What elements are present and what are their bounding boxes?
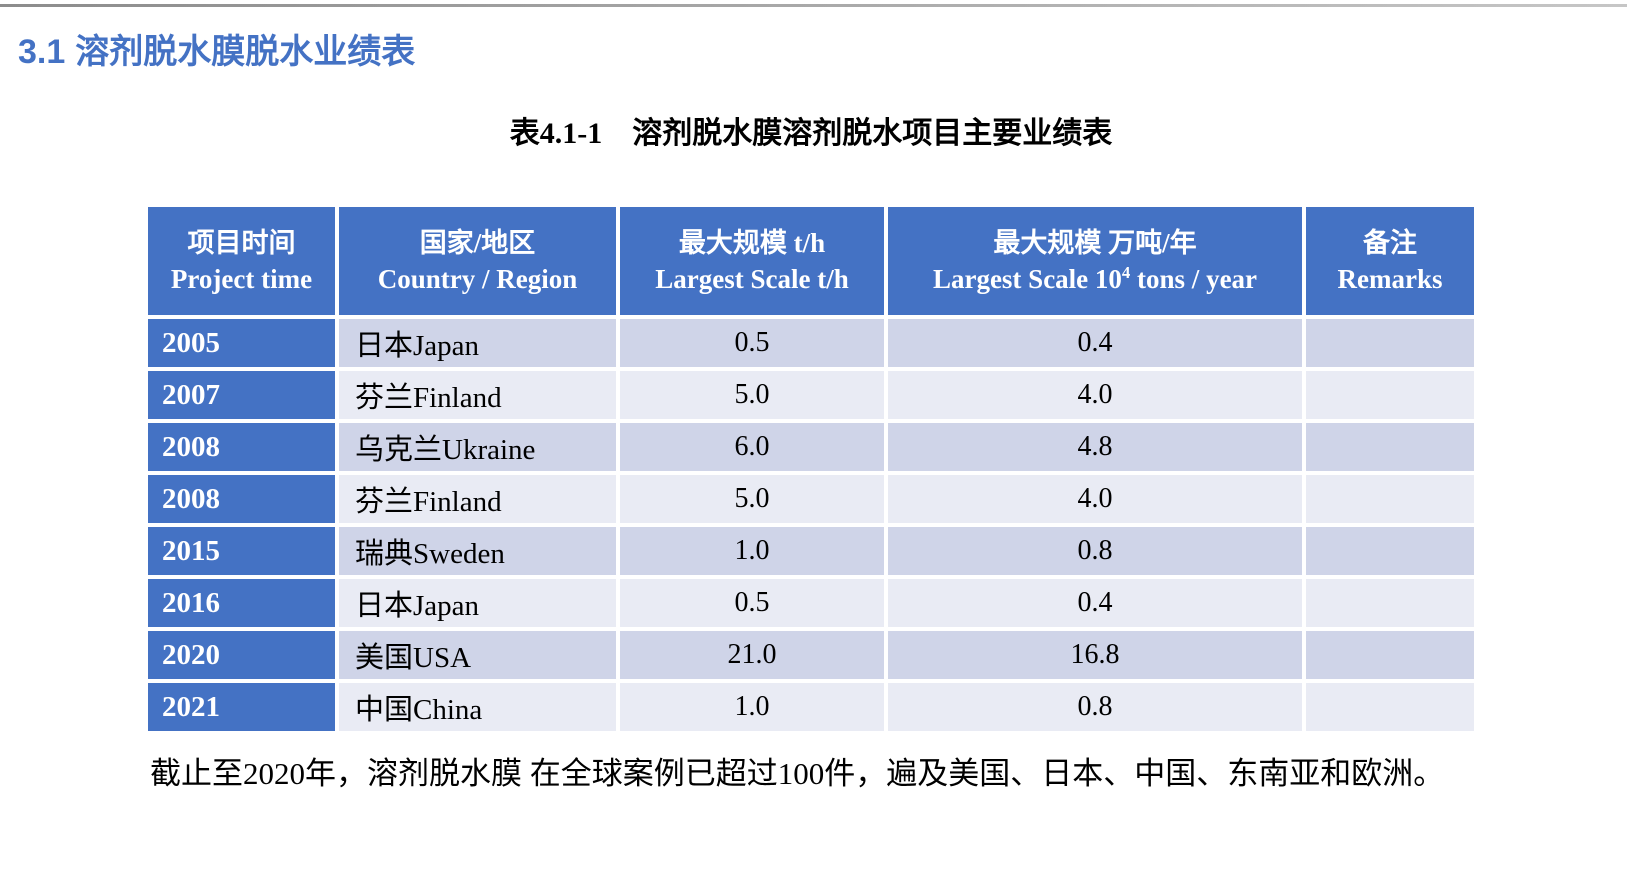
year-cell: 2005 xyxy=(148,319,335,367)
remarks-cell xyxy=(1306,683,1474,731)
scale-year-cell: 0.4 xyxy=(888,579,1302,627)
col-header-project-time: 项目时间 Project time xyxy=(148,207,335,315)
header-en: Largest Scale t/h xyxy=(655,264,849,294)
country-cell: 乌克兰Ukraine xyxy=(339,423,616,471)
scale-year-cell: 4.0 xyxy=(888,475,1302,523)
country-cell: 中国China xyxy=(339,683,616,731)
scale-th-cell: 0.5 xyxy=(620,319,884,367)
remarks-cell xyxy=(1306,475,1474,523)
year-cell: 2016 xyxy=(148,579,335,627)
col-header-country-region: 国家/地区 Country / Region xyxy=(339,207,616,315)
scale-year-cell: 0.8 xyxy=(888,527,1302,575)
scale-th-cell: 1.0 xyxy=(620,683,884,731)
remarks-cell xyxy=(1306,579,1474,627)
col-header-remarks: 备注 Remarks xyxy=(1306,207,1474,315)
country-cell: 芬兰Finland xyxy=(339,475,616,523)
table-caption: 表4.1-1 溶剂脱水膜溶剂脱水项目主要业绩表 xyxy=(509,117,1113,150)
section-heading: 3.1 溶剂脱水膜脱水业绩表 xyxy=(18,24,415,73)
section-number: 3.1 xyxy=(18,33,66,71)
header-zh: 项目时间 xyxy=(187,227,296,258)
remarks-cell xyxy=(1306,423,1474,471)
scale-th-cell: 21.0 xyxy=(620,631,884,679)
col-header-largest-scale-year: 最大规模 万吨/年 Largest Scale 104 tons / year xyxy=(888,207,1302,315)
scale-th-cell: 1.0 xyxy=(620,527,884,575)
top-rule xyxy=(0,4,1627,7)
scale-year-cell: 4.0 xyxy=(888,371,1302,419)
year-cell: 2021 xyxy=(148,683,335,731)
scale-year-cell: 16.8 xyxy=(888,631,1302,679)
section-title: 溶剂脱水膜脱水业绩表 xyxy=(75,34,416,71)
remarks-cell xyxy=(1306,319,1474,367)
scale-th-cell: 6.0 xyxy=(620,423,884,471)
scale-year-cell: 4.8 xyxy=(888,423,1302,471)
country-cell: 瑞典Sweden xyxy=(339,527,616,575)
remarks-cell xyxy=(1306,631,1474,679)
year-cell: 2008 xyxy=(148,423,335,471)
header-en: Project time xyxy=(170,264,313,294)
scale-th-cell: 0.5 xyxy=(620,579,884,627)
header-zh: 最大规模 万吨/年 xyxy=(993,227,1197,258)
year-cell: 2007 xyxy=(148,371,335,419)
country-cell: 美国USA xyxy=(339,631,616,679)
header-en: Largest Scale 104 tons / year xyxy=(932,263,1258,294)
country-cell: 日本Japan xyxy=(339,319,616,367)
scale-year-cell: 0.8 xyxy=(888,683,1302,731)
remarks-cell xyxy=(1306,527,1474,575)
scale-th-cell: 5.0 xyxy=(620,371,884,419)
header-zh: 最大规模 t/h xyxy=(678,227,826,258)
header-zh: 备注 xyxy=(1363,227,1417,258)
header-en: Remarks xyxy=(1337,264,1443,294)
header-en: Country / Region xyxy=(377,264,578,294)
scale-th-cell: 5.0 xyxy=(620,475,884,523)
scale-year-cell: 0.4 xyxy=(888,319,1302,367)
country-cell: 日本Japan xyxy=(339,579,616,627)
year-cell: 2020 xyxy=(148,631,335,679)
year-cell: 2008 xyxy=(148,475,335,523)
remarks-cell xyxy=(1306,371,1474,419)
header-zh: 国家/地区 xyxy=(419,227,536,258)
superscript-4: 4 xyxy=(1121,263,1131,282)
footer-note: 截止至2020年，溶剂脱水膜 在全球案例已超过100件，遍及美国、日本、中国、东… xyxy=(150,756,1445,791)
year-cell: 2015 xyxy=(148,527,335,575)
col-header-largest-scale-th: 最大规模 t/h Largest Scale t/h xyxy=(620,207,884,315)
performance-table: 项目时间 Project time 国家/地区 Country / Region… xyxy=(148,207,1474,731)
country-cell: 芬兰Finland xyxy=(339,371,616,419)
